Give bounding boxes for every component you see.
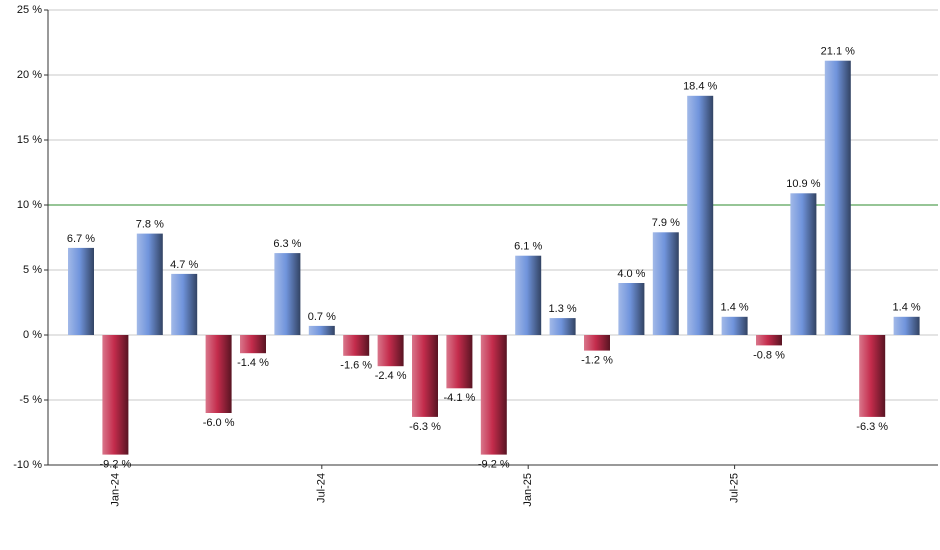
y-tick-label: 20 % bbox=[17, 69, 42, 81]
value-label: 7.8 % bbox=[136, 219, 164, 231]
x-tick-label: Jul-25 bbox=[729, 473, 741, 503]
bar bbox=[756, 335, 782, 346]
value-label: -9.2 % bbox=[478, 459, 510, 471]
value-label: 21.1 % bbox=[821, 46, 855, 58]
y-tick-label: 10 % bbox=[17, 199, 42, 211]
bar bbox=[480, 335, 507, 455]
value-label: 7.9 % bbox=[652, 217, 680, 229]
value-label: -1.6 % bbox=[340, 360, 372, 372]
bar bbox=[893, 316, 920, 335]
bar bbox=[171, 273, 198, 335]
bar bbox=[618, 283, 645, 335]
bar bbox=[102, 335, 129, 455]
bar bbox=[205, 335, 232, 413]
bar bbox=[274, 253, 301, 335]
x-tick-label: Jul-24 bbox=[316, 473, 328, 503]
value-label: 6.1 % bbox=[514, 241, 542, 253]
value-label: -1.4 % bbox=[237, 357, 269, 369]
bar bbox=[549, 318, 576, 335]
bar bbox=[687, 95, 714, 335]
y-tick-label: 0 % bbox=[23, 329, 42, 341]
bar bbox=[790, 193, 817, 335]
bar bbox=[515, 255, 542, 335]
bar bbox=[343, 335, 370, 356]
bar bbox=[377, 335, 404, 367]
y-tick-label: -10 % bbox=[13, 459, 42, 471]
bar bbox=[308, 325, 335, 335]
value-label: 18.4 % bbox=[683, 81, 717, 93]
bar bbox=[68, 247, 94, 335]
y-tick-label: 25 % bbox=[17, 4, 42, 16]
bar bbox=[652, 232, 679, 335]
value-label: -9.2 % bbox=[100, 459, 132, 471]
value-label: 1.3 % bbox=[549, 303, 577, 315]
value-label: -1.2 % bbox=[581, 355, 613, 367]
bar bbox=[824, 60, 851, 335]
value-label: 4.7 % bbox=[170, 259, 198, 271]
value-label: -6.3 % bbox=[856, 421, 888, 433]
value-label: 4.0 % bbox=[617, 268, 645, 280]
value-label: -4.1 % bbox=[444, 392, 476, 404]
value-label: 6.3 % bbox=[273, 238, 301, 250]
y-tick-label: 5 % bbox=[23, 264, 42, 276]
value-label: 1.4 % bbox=[893, 302, 921, 314]
bar bbox=[446, 335, 473, 389]
value-label: 10.9 % bbox=[786, 178, 820, 190]
x-tick-label: Jan-25 bbox=[522, 473, 534, 507]
bar bbox=[859, 335, 886, 417]
value-label: 0.7 % bbox=[308, 311, 336, 323]
value-label: -6.3 % bbox=[409, 421, 441, 433]
bar bbox=[412, 335, 438, 417]
value-label: 1.4 % bbox=[721, 302, 749, 314]
y-tick-label: -5 % bbox=[19, 394, 42, 406]
y-tick-label: 15 % bbox=[17, 134, 42, 146]
bar bbox=[240, 335, 266, 354]
value-label: -2.4 % bbox=[375, 370, 407, 382]
value-label: -0.8 % bbox=[753, 349, 785, 361]
value-label: -6.0 % bbox=[203, 417, 235, 429]
bar bbox=[721, 316, 748, 335]
value-label: 6.7 % bbox=[67, 233, 95, 245]
bar bbox=[584, 335, 610, 351]
x-tick-label: Jan-24 bbox=[109, 473, 121, 507]
bar bbox=[136, 233, 163, 335]
